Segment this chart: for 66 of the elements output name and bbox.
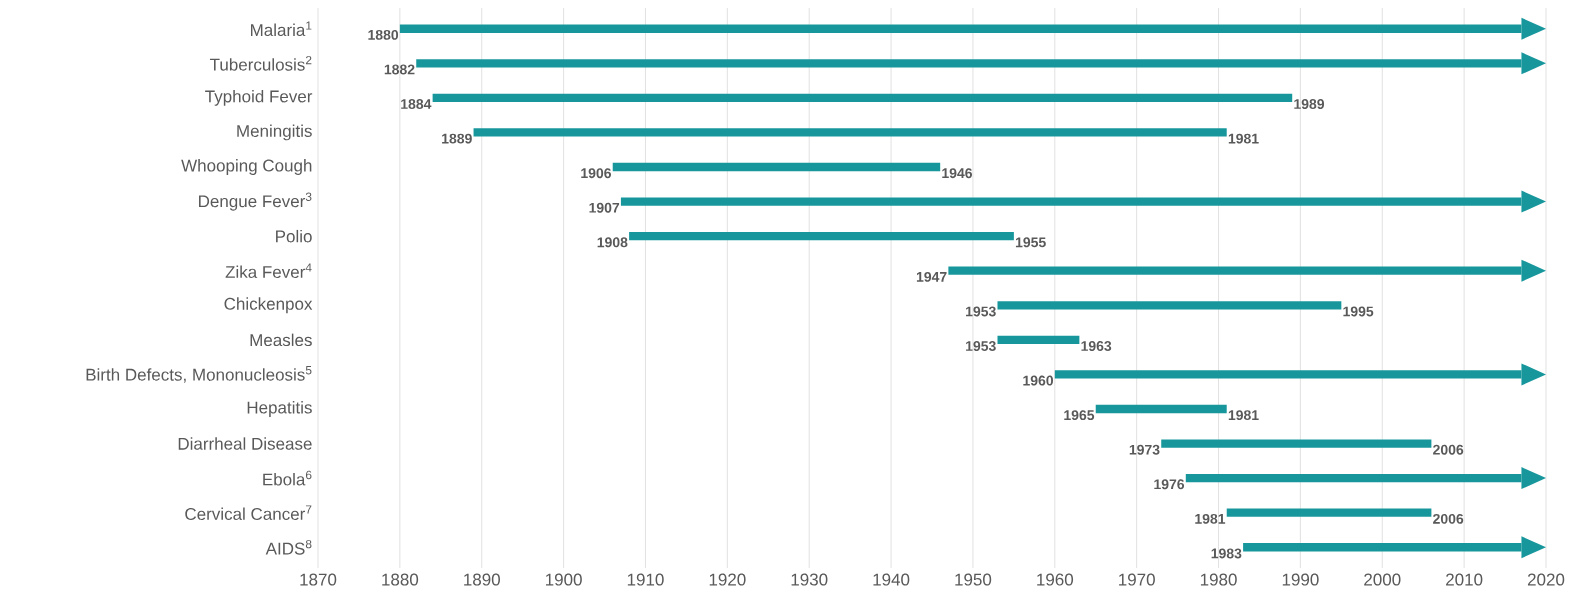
annotation: 1889 [442,133,472,144]
bar [997,301,1342,310]
annotation: 2006 [1433,513,1464,524]
bar [1226,508,1432,517]
annotation: 1906 [581,168,612,179]
annotation: 1946 [942,168,973,179]
y-tick-label: Diarrheal Disease [178,437,312,450]
annotation: 1989 [1294,99,1325,109]
x-tick-label: 2020 [1527,573,1565,586]
y-tick-label: Ebola$^{6}$ [263,470,312,486]
x-tick-label: 1920 [709,573,746,586]
x-tick-label: 1910 [627,573,664,586]
x-tick-label: 1890 [464,573,500,586]
y-tick-label: Cervical Cancer$^{7}$ [185,505,312,521]
annotation: 1908 [597,237,628,248]
annotation: 1983 [1211,548,1242,559]
y-tick-label: Dengue Fever$^{3}$ [199,192,312,211]
x-tick-label: 1970 [1119,573,1155,586]
x-tick-label: 1960 [1037,573,1074,586]
bar [473,128,1227,137]
x-tick-label: 1930 [791,573,828,586]
x-tick-label: 2010 [1446,573,1483,586]
annotation: 1973 [1129,444,1160,455]
annotation: 1981 [1228,133,1259,144]
annotation: 2006 [1433,444,1464,455]
y-tick-label: Tuberculosis$^{2}$ [209,55,312,71]
annotation: 1981 [1195,513,1226,524]
y-tick-label: Hepatitis [247,401,312,417]
y-tick-label: Malaria$^{1}$ [251,21,312,37]
annotation: 1976 [1154,479,1185,490]
bar [612,162,941,172]
x-tick-label: 1880 [382,573,419,586]
annotation: 1907 [589,202,620,213]
annotation: 1963 [1081,341,1112,351]
x-tick-label: 1980 [1200,573,1237,586]
y-tick-label: Chickenpox [224,297,313,314]
annotation: 1953 [966,306,996,317]
y-tick-label: Measles [250,333,312,347]
y-tick-label: Birth Defects, Mononucleosis$^{5}$ [86,366,312,383]
annotation: 1995 [1343,306,1374,317]
x-tick-label: 1990 [1282,573,1319,586]
y-tick-label: Zika Fever$^{4}$ [225,263,312,279]
annotation: 1880 [368,29,399,40]
x-tick-label: 2000 [1364,573,1401,586]
y-tick-label: Meningitis [237,124,312,141]
y-tick-label: AIDS$^{8}$ [265,539,312,555]
annotation: 1882 [384,64,415,75]
annotation: 1960 [1023,375,1054,386]
x-tick-label: 1900 [546,573,582,586]
x-tick-label: 1950 [955,573,992,586]
annotation: 1965 [1064,410,1095,421]
annotation: 1955 [1015,237,1046,248]
x-tick-label: 1940 [873,573,910,586]
y-tick-label: Typhoid Fever [205,89,313,106]
annotation: 1947 [916,271,947,282]
annotation: 1953 [966,341,996,351]
bar [629,232,1014,241]
x-tick-label: 1870 [300,573,337,586]
y-tick-label: Polio [276,229,312,243]
bar [997,335,1080,345]
bar [1161,439,1432,448]
bar [432,93,1293,103]
y-tick-label: Whooping Cough [181,159,312,175]
annotation: 1981 [1228,410,1259,421]
bar [1095,404,1227,414]
annotation: 1884 [401,99,432,109]
